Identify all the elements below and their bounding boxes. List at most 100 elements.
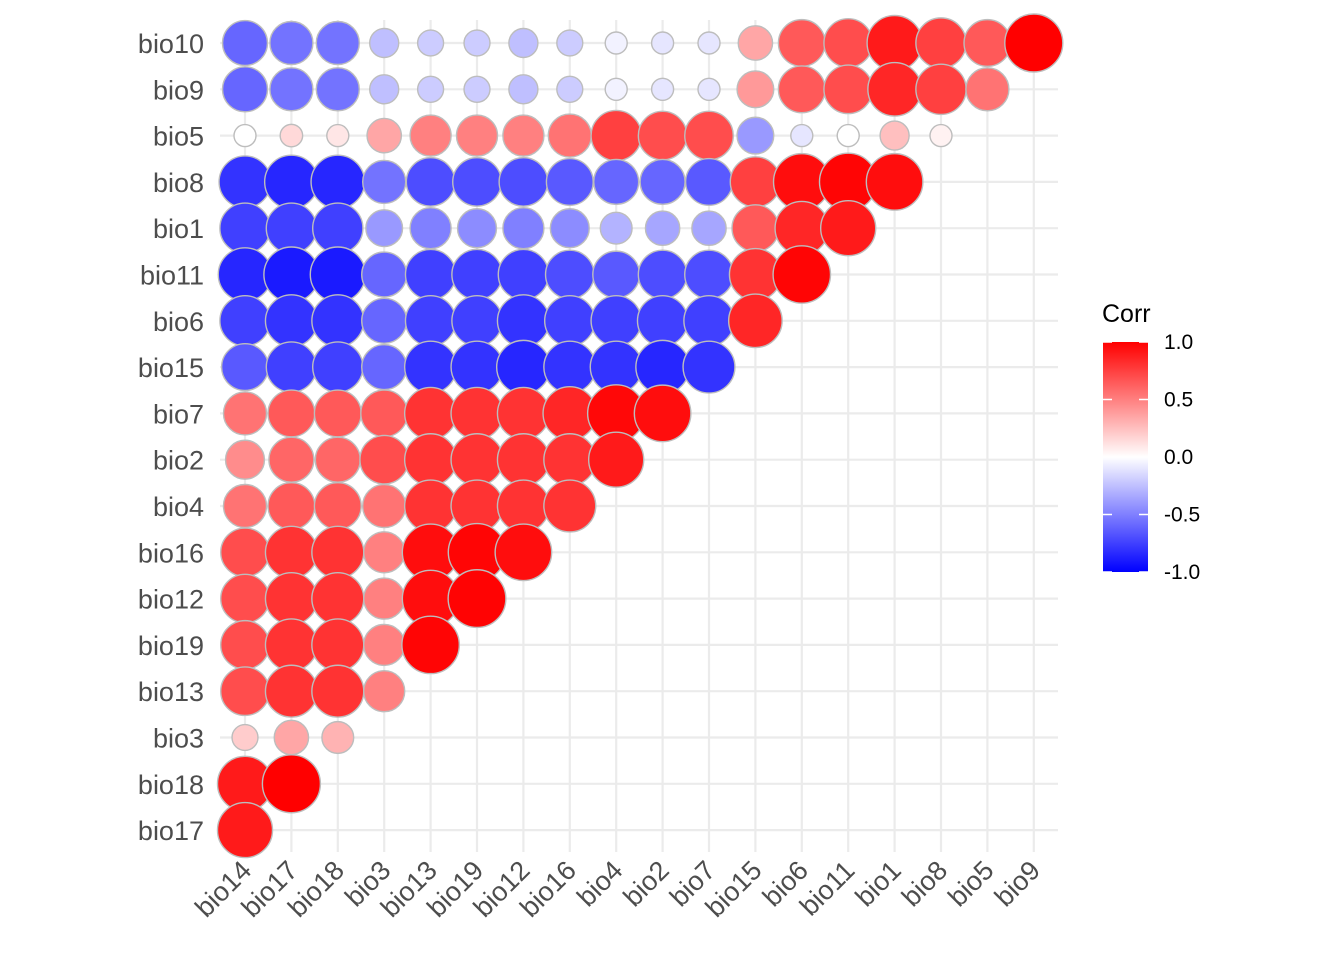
corr-cell-bio6-bio19 <box>451 294 503 347</box>
corr-cell-bio19-bio18 <box>311 618 365 672</box>
corr-cell-bio16-bio17 <box>264 525 319 579</box>
corr-cell-bio9-bio5 <box>965 67 1010 112</box>
corr-cell-bio12-bio19 <box>447 569 507 629</box>
corr-cell-bio16-bio12 <box>494 523 553 582</box>
corr-cell-bio9-bio17 <box>269 67 314 112</box>
y-tick-label: bio6 <box>153 307 204 337</box>
corr-cell-bio2-bio14 <box>224 439 266 480</box>
corr-cell-bio7-bio13 <box>403 386 458 441</box>
corr-cell-bio10-bio7 <box>697 31 721 55</box>
corr-cell-bio5-bio3 <box>366 117 403 154</box>
corr-cell-bio5-bio11 <box>836 123 860 148</box>
corr-cell-bio5-bio18 <box>326 123 350 148</box>
corr-cell-bio5-bio2 <box>637 110 688 161</box>
corr-cell-bio15-bio13 <box>403 340 458 394</box>
legend-tick-label: -0.5 <box>1164 504 1200 527</box>
corr-cell-bio15-bio7 <box>682 340 736 394</box>
corr-cell-bio2-bio4 <box>587 431 645 488</box>
corr-cell-bio5-bio15 <box>736 116 775 155</box>
corr-cell-bio19-bio14 <box>220 619 270 670</box>
corr-cell-bio9-bio11 <box>823 64 874 115</box>
corr-cell-bio1-bio13 <box>409 206 452 250</box>
corr-cell-bio3-bio14 <box>231 723 259 752</box>
y-tick-label: bio7 <box>153 399 204 429</box>
corr-cell-bio1-bio18 <box>311 202 364 255</box>
corr-cell-bio8-bio7 <box>684 157 734 206</box>
y-tick-label: bio17 <box>138 816 204 846</box>
corr-cell-bio11-bio3 <box>361 251 408 298</box>
corr-cell-bio18-bio17 <box>261 754 322 814</box>
corr-cell-bio7-bio3 <box>360 389 409 438</box>
corr-cell-bio10-bio6 <box>777 18 826 68</box>
color-legend: Corr 1.0 0.5 0.0 -0.5 -1.0 <box>1102 300 1200 584</box>
corr-cell-bio10-bio11 <box>823 18 874 68</box>
corr-cell-bio9-bio4 <box>604 77 628 102</box>
corr-cell-bio11-bio16 <box>544 249 595 300</box>
corr-cell-bio15-bio12 <box>495 339 551 395</box>
corr-cell-bio10-bio14 <box>221 19 269 67</box>
corr-cell-bio9-bio15 <box>736 70 775 109</box>
corr-cell-bio5-bio17 <box>279 123 304 148</box>
corr-cell-bio1-bio12 <box>502 206 545 250</box>
corr-cell-bio7-bio18 <box>313 389 362 438</box>
y-tick-label: bio19 <box>138 631 204 661</box>
corr-cell-bio15-bio3 <box>361 343 408 391</box>
corr-cell-bio9-bio6 <box>777 65 826 114</box>
corr-cell-bio11-bio4 <box>592 250 641 299</box>
corr-cell-bio1-bio16 <box>549 208 590 249</box>
corr-cell-bio8-bio14 <box>218 155 272 209</box>
corr-cell-bio9-bio12 <box>508 74 539 105</box>
y-tick-label: bio4 <box>153 492 204 522</box>
corr-cell-bio5-bio6 <box>790 123 814 148</box>
corr-cell-bio11-bio7 <box>684 249 734 300</box>
corr-cell-bio9-bio13 <box>416 75 445 103</box>
corr-cell-bio10-bio19 <box>463 29 491 57</box>
corr-cell-bio5-bio12 <box>502 114 545 157</box>
corr-cell-bio16-bio3 <box>362 531 406 574</box>
corr-cell-bio5-bio16 <box>547 113 593 158</box>
corr-cell-bio8-bio17 <box>263 154 319 210</box>
correlation-cells <box>216 13 1064 859</box>
corr-cell-bio6-bio7 <box>683 294 735 347</box>
corr-cell-bio2-bio13 <box>403 433 458 487</box>
corr-cell-bio1-bio11 <box>819 199 877 257</box>
x-tick-label: bio9 <box>989 855 1046 912</box>
y-tick-label: bio1 <box>153 214 204 244</box>
corr-cell-bio7-bio14 <box>222 391 268 436</box>
corr-cell-bio10-bio15 <box>737 25 774 61</box>
x-tick-label: bio8 <box>896 855 953 912</box>
corr-cell-bio5-bio7 <box>684 110 734 161</box>
corr-cell-bio1-bio15 <box>731 204 780 253</box>
corr-cell-bio11-bio2 <box>637 249 688 300</box>
corr-cell-bio10-bio18 <box>315 20 361 66</box>
y-axis-labels: bio10 bio9 bio5 bio8 bio1 bio11 bio6 bio15 bio7 b… <box>138 29 204 846</box>
corr-cell-bio7-bio2 <box>633 384 692 443</box>
corr-cell-bio4-bio14 <box>222 483 268 529</box>
corr-cell-bio8-bio3 <box>361 159 407 205</box>
corr-cell-bio6-bio12 <box>496 294 551 348</box>
corr-cell-bio15-bio18 <box>311 341 364 393</box>
corr-cell-bio6-bio15 <box>727 293 783 349</box>
x-axis-labels: bio14bio17bio18bio3bio13bio19bio12bio16b… <box>189 855 1046 923</box>
corr-cell-bio9-bio7 <box>697 77 721 102</box>
y-tick-label: bio3 <box>153 724 204 754</box>
corr-cell-bio11-bio6 <box>772 245 832 304</box>
x-tick-label: bio1 <box>850 855 907 912</box>
corr-cell-bio4-bio18 <box>313 481 362 531</box>
legend-tick-label: 1.0 <box>1164 331 1193 354</box>
corr-cell-bio2-bio19 <box>450 433 504 487</box>
corr-cell-bio8-bio13 <box>405 156 456 207</box>
corr-cell-bio6-bio17 <box>264 294 319 348</box>
corr-cell-bio6-bio4 <box>590 294 643 347</box>
corr-cell-bio16-bio14 <box>220 527 270 578</box>
x-tick-label: bio4 <box>571 855 628 912</box>
corr-cell-bio11-bio12 <box>497 248 550 301</box>
corr-cell-bio9-bio8 <box>915 63 967 116</box>
corr-cell-bio13-bio14 <box>220 666 270 717</box>
corr-cell-bio1-bio14 <box>219 202 271 255</box>
corr-cell-bio5-bio19 <box>455 114 499 157</box>
corr-cell-bio5-bio8 <box>929 123 953 148</box>
corr-cell-bio13-bio17 <box>264 664 319 718</box>
y-tick-label: bio18 <box>138 770 204 800</box>
corr-cell-bio4-bio17 <box>267 481 316 531</box>
